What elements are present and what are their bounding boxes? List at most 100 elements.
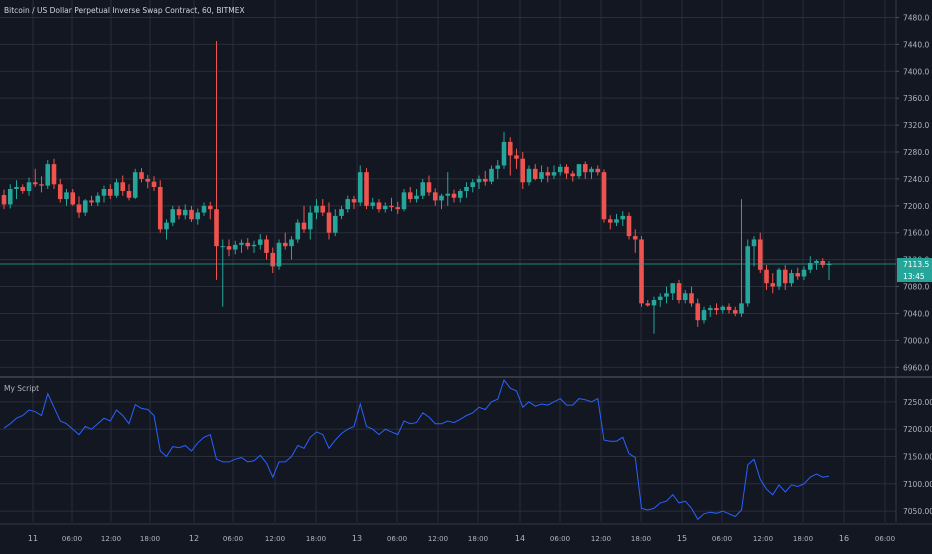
candle[interactable] — [501, 131, 507, 169]
candle[interactable] — [282, 232, 288, 250]
candle[interactable] — [520, 152, 526, 189]
candle[interactable] — [707, 305, 713, 317]
candle[interactable] — [639, 236, 644, 307]
candle[interactable] — [651, 296, 657, 334]
candle[interactable] — [51, 158, 57, 189]
candle[interactable] — [514, 148, 519, 169]
candle[interactable] — [720, 305, 726, 314]
candle[interactable] — [664, 286, 669, 304]
candle[interactable] — [101, 185, 107, 203]
candle[interactable] — [332, 209, 338, 237]
candle[interactable] — [614, 213, 619, 226]
candle[interactable] — [607, 215, 613, 230]
candle[interactable] — [176, 205, 182, 220]
candle[interactable] — [601, 169, 607, 223]
candle[interactable] — [645, 300, 651, 307]
candle[interactable] — [751, 236, 757, 267]
candle[interactable] — [26, 177, 32, 196]
candle[interactable] — [439, 193, 444, 210]
candle[interactable] — [126, 184, 132, 201]
candle[interactable] — [276, 239, 282, 270]
candle[interactable] — [301, 205, 307, 233]
candle[interactable] — [420, 178, 426, 200]
candle[interactable] — [189, 205, 194, 222]
candle[interactable] — [320, 199, 326, 216]
candle[interactable] — [582, 161, 588, 179]
candle[interactable] — [157, 180, 163, 233]
candle[interactable] — [82, 199, 88, 216]
candle[interactable] — [345, 195, 351, 213]
candle[interactable] — [89, 195, 94, 206]
candle[interactable] — [470, 178, 476, 193]
candle[interactable] — [351, 195, 357, 210]
candle[interactable] — [151, 176, 157, 192]
candle[interactable] — [120, 175, 126, 196]
candle[interactable] — [414, 189, 419, 203]
candles-layer[interactable] — [1, 41, 832, 334]
candle[interactable] — [382, 202, 388, 213]
candle[interactable] — [532, 164, 538, 181]
candle[interactable] — [376, 199, 382, 213]
candle[interactable] — [432, 188, 438, 206]
candle[interactable] — [739, 199, 744, 317]
candle[interactable] — [339, 205, 344, 220]
candle[interactable] — [776, 267, 782, 290]
candle[interactable] — [257, 234, 263, 250]
candle[interactable] — [464, 182, 469, 198]
candle[interactable] — [14, 180, 19, 200]
candle[interactable] — [214, 41, 219, 280]
candle[interactable] — [801, 266, 807, 280]
indicator-series-line[interactable] — [3, 378, 830, 521]
candle[interactable] — [570, 170, 576, 182]
candle[interactable] — [789, 269, 794, 287]
candle[interactable] — [482, 170, 488, 186]
candle[interactable] — [289, 236, 294, 260]
candle[interactable] — [595, 165, 601, 176]
candle[interactable] — [220, 239, 226, 307]
candle[interactable] — [401, 189, 407, 212]
candle[interactable] — [326, 202, 332, 240]
candle[interactable] — [476, 175, 482, 189]
candle[interactable] — [395, 201, 401, 214]
candle[interactable] — [239, 239, 244, 253]
candle[interactable] — [389, 197, 394, 212]
indicator-layer[interactable] — [3, 378, 830, 521]
candle[interactable] — [295, 219, 301, 243]
candle[interactable] — [695, 298, 701, 327]
candle[interactable] — [132, 168, 138, 200]
candle[interactable] — [670, 283, 676, 300]
candle[interactable] — [457, 189, 463, 203]
candle[interactable] — [245, 238, 251, 250]
candle[interactable] — [701, 306, 707, 324]
candle[interactable] — [782, 265, 788, 290]
candle[interactable] — [64, 189, 69, 206]
candle[interactable] — [57, 178, 63, 203]
candle[interactable] — [526, 165, 532, 186]
candle[interactable] — [589, 166, 594, 179]
candle[interactable] — [507, 137, 513, 176]
candle[interactable] — [32, 168, 38, 187]
candle[interactable] — [545, 166, 551, 183]
candle[interactable] — [232, 240, 238, 255]
candle[interactable] — [370, 197, 376, 210]
candle[interactable] — [626, 212, 632, 240]
candle[interactable] — [95, 192, 101, 206]
candle[interactable] — [795, 267, 801, 280]
candle[interactable] — [182, 204, 188, 220]
candle[interactable] — [251, 240, 257, 253]
candle[interactable] — [426, 175, 432, 196]
candle[interactable] — [364, 168, 369, 210]
candle[interactable] — [770, 273, 776, 294]
candle[interactable] — [1, 189, 7, 210]
candle[interactable] — [732, 306, 738, 317]
candle[interactable] — [170, 205, 176, 226]
candle[interactable] — [114, 178, 119, 198]
candle[interactable] — [226, 239, 232, 257]
candle[interactable] — [551, 165, 557, 179]
candle[interactable] — [495, 160, 501, 179]
candle[interactable] — [314, 199, 319, 220]
candle[interactable] — [139, 168, 144, 183]
candle[interactable] — [407, 186, 413, 203]
